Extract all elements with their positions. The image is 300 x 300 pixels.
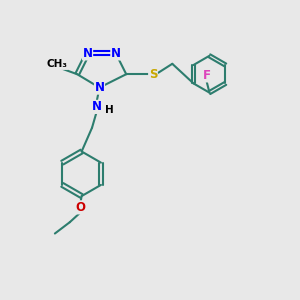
Text: N: N bbox=[82, 47, 93, 60]
Text: O: O bbox=[75, 201, 85, 214]
Text: CH₃: CH₃ bbox=[46, 59, 68, 69]
Text: N: N bbox=[94, 81, 104, 94]
Text: N: N bbox=[111, 47, 121, 60]
Text: N: N bbox=[92, 100, 101, 113]
Text: F: F bbox=[202, 69, 211, 82]
Text: S: S bbox=[149, 68, 157, 81]
Text: H: H bbox=[105, 106, 113, 116]
